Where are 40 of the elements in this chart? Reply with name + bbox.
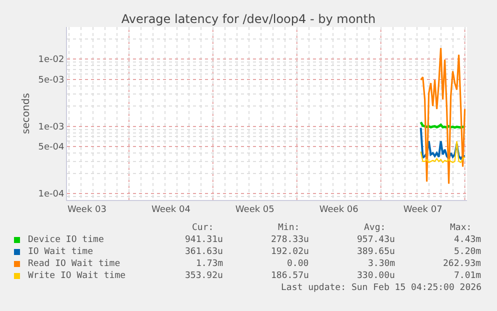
legend-label: Write IO Wait time	[28, 271, 126, 281]
x-tick-label: Week 07	[403, 204, 442, 215]
text: 1.73m	[196, 259, 224, 269]
legend-label: IO Wait time	[28, 247, 94, 257]
text: 262.93m	[443, 259, 481, 269]
legend-label: Read IO Wait time	[28, 259, 120, 269]
text: 389.65u	[357, 247, 395, 257]
x-tick-label: Week 06	[319, 204, 359, 215]
line-series	[420, 126, 466, 160]
text: 192.02u	[271, 247, 309, 257]
text: 957.43u	[357, 235, 395, 245]
text: 0.00	[287, 259, 309, 269]
x-tick-label: Week 03	[68, 204, 106, 215]
legend-label: Device IO time	[28, 235, 104, 245]
line-series	[420, 140, 466, 164]
text: 330.00u	[357, 271, 395, 281]
chart-title: Average latency for /dev/loop4 - by month	[121, 12, 376, 26]
text: 361.63u	[185, 247, 223, 257]
text: 5.20m	[454, 247, 482, 257]
text: Min:	[278, 223, 300, 233]
text: 353.92u	[185, 271, 223, 281]
y-tick-label: 1e-03	[38, 122, 64, 132]
text: 278.33u	[271, 235, 309, 245]
x-tick-label: Week 04	[151, 204, 191, 215]
text: Max:	[450, 223, 472, 233]
text: 7.01m	[454, 271, 482, 281]
text: 4.43m	[454, 235, 482, 245]
text: Avg:	[364, 223, 386, 233]
x-tick-label: Week 05	[235, 204, 274, 215]
line-series	[420, 47, 466, 184]
text: Cur:	[192, 223, 214, 233]
y-tick-label: 5e-04	[38, 142, 64, 153]
text: 186.57u	[271, 271, 309, 281]
text: 941.31u	[185, 235, 223, 245]
text: Last update: Sun Feb 15 04:25:00 2026	[281, 283, 482, 293]
y-tick-label: 5e-03	[38, 75, 64, 86]
y-tick-label: 1e-04	[38, 190, 64, 200]
y-tick-label: 1e-02	[38, 55, 64, 66]
text: 3.30m	[368, 259, 396, 269]
y-axis-title: seconds	[21, 93, 32, 134]
